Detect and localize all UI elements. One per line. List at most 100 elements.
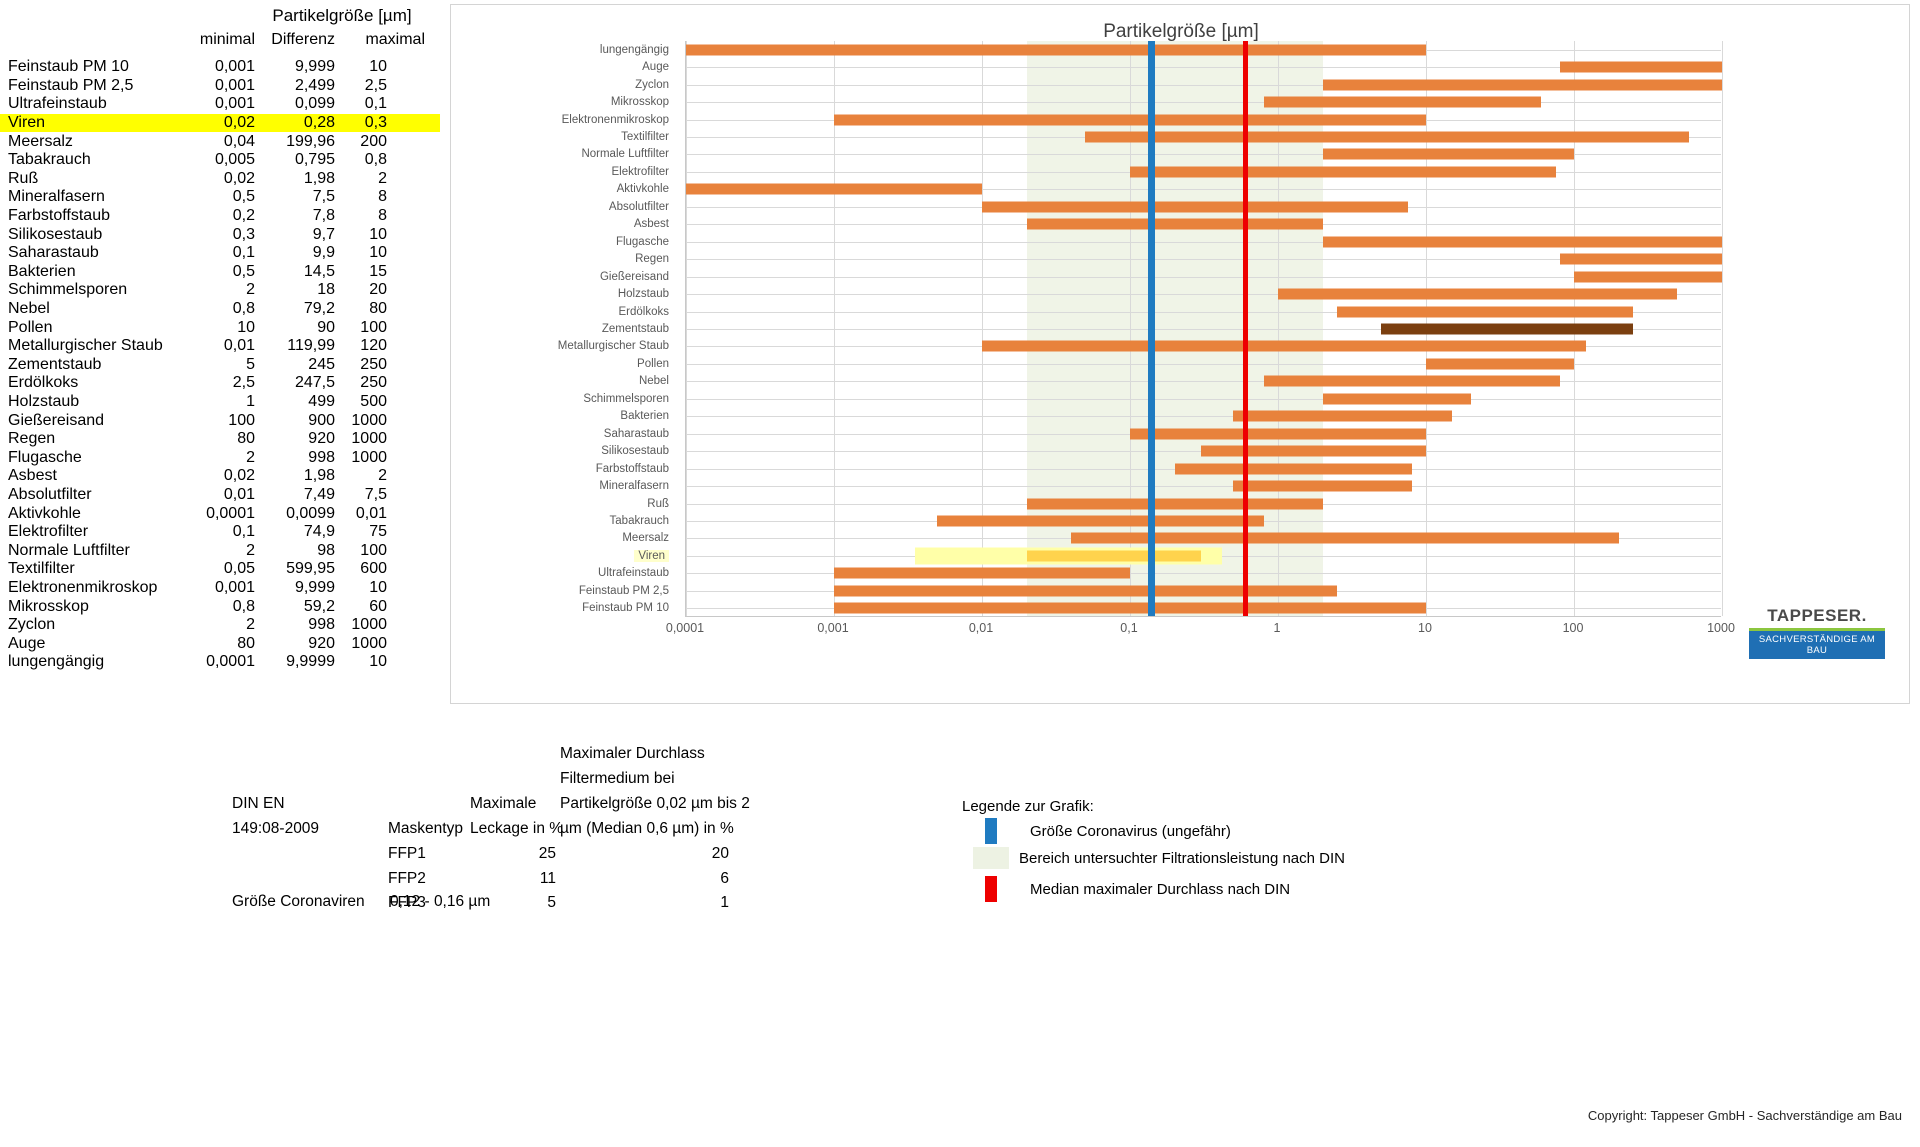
leakage-header-line1: Maximale [470,795,537,812]
chart-category-label: Meersalz [622,532,669,545]
cell-minimal: 80 [237,634,255,652]
cell-differenz: 0,795 [294,151,335,169]
chart-category-label: Pollen [637,357,669,370]
cell-minimal: 0,001 [214,58,255,76]
passage-header-line4: µm (Median 0,6 µm) in % [560,820,734,837]
chart-marker-line [1148,41,1156,616]
legend-item: Median maximaler Durchlass nach DIN [962,876,1290,902]
chart-title: Partikelgröße [µm] [1103,21,1259,42]
cell-maximal: 10 [369,225,387,243]
din-passage: 1 [720,894,729,911]
legend-label: Bereich untersuchter Filtrationsleistung… [1019,849,1345,867]
chart-bar [1071,532,1619,544]
cell-differenz: 199,96 [286,132,335,150]
particle-size-chart: Partikelgröße [µm] lungengängig Auge Zyclo… [450,4,1910,704]
cell-maximal: 600 [360,560,387,578]
chart-bar [982,201,1408,213]
cell-minimal: 0,001 [214,76,255,94]
chart-gridline-horizontal [686,416,1721,418]
cell-maximal: 0,3 [364,114,387,132]
chart-bar [1263,375,1560,387]
cell-name: Elektronenmikroskop [8,578,158,596]
chart-x-tick-label: 0,001 [817,621,849,635]
cell-maximal: 500 [360,392,387,410]
cell-name: Elektrofilter [8,523,89,541]
chart-bar [1322,148,1574,160]
chart-bar [1574,271,1722,283]
cell-minimal: 100 [228,411,255,429]
cell-name: Pollen [8,318,53,336]
din-passage: 6 [720,869,729,887]
cell-minimal: 2 [246,281,255,299]
cell-maximal: 200 [360,132,387,150]
cell-maximal: 250 [360,355,387,373]
corona-size-value: 0,12 - 0,16 µm [390,893,491,910]
chart-category-label: Flugasche [615,235,669,248]
cell-name: Schimmelsporen [8,281,128,299]
chart-gridline-vertical [1278,41,1279,616]
cell-minimal: 0,05 [223,560,255,578]
table-row: Tabakrauch 0,005 0,795 0,8 [0,151,440,170]
cell-minimal: 0,5 [232,262,255,280]
chart-x-tick-label: 10 [1418,621,1432,635]
cell-differenz: 1,98 [303,169,335,187]
cell-name: Zementstaub [8,355,102,373]
din-standard-line1: DIN EN [232,795,285,812]
chart-category-label: Auge [642,61,669,74]
chart-category-label: Saharastaub [603,427,669,440]
cell-name: Nebel [8,300,50,318]
cell-differenz: 119,99 [287,337,335,355]
cell-differenz: 14,5 [303,262,335,280]
chart-gridline-horizontal [686,67,1721,69]
table-row: Pollen 10 90 100 [0,318,440,337]
cell-maximal: 8 [378,207,387,225]
chart-category-label: Bakterien [620,410,669,423]
cell-differenz: 998 [308,448,335,466]
table-row: Meersalz 0,04 199,96 200 [0,132,440,151]
cell-minimal: 0,02 [223,114,255,132]
cell-name: Flugasche [8,448,82,466]
chart-gridline-horizontal [686,311,1721,313]
cell-maximal: 8 [378,188,387,206]
chart-bar [1278,288,1678,300]
chart-gridline-horizontal [686,573,1721,575]
cell-minimal: 0,02 [223,467,255,485]
cell-maximal: 250 [360,374,387,392]
cell-minimal: 2 [246,541,255,559]
cell-maximal: 1000 [351,430,387,448]
logo-name: TAPPESER. [1749,603,1885,631]
column-header-maximal: maximal [365,31,425,48]
din-leakage: 5 [547,894,556,911]
cell-maximal: 2 [378,467,387,485]
cell-minimal: 0,01 [223,337,255,355]
cell-differenz: 98 [317,541,335,559]
table-row: Feinstaub PM 10 0,001 9,999 10 [0,58,440,77]
passage-header-line2: Filtermedium bei [560,770,675,787]
table-row: Regen 80 920 1000 [0,430,440,449]
table-row: Aktivkohle 0,0001 0,0099 0,01 [0,504,440,523]
chart-bar [1026,218,1323,230]
chart-gridline-horizontal [686,276,1721,278]
cell-name: Erdölkoks [8,374,79,392]
chart-gridline-horizontal [686,102,1721,104]
cell-maximal: 10 [369,58,387,76]
cell-maximal: 15 [369,262,387,280]
table-row: Feinstaub PM 2,5 0,001 2,499 2,5 [0,77,440,96]
cell-differenz: 74,9 [303,523,335,541]
chart-bar [1263,96,1542,108]
table-row: Bakterien 0,5 14,5 15 [0,263,440,282]
corona-size-label: Größe Coronaviren [232,893,365,910]
cell-name: lungengängig [8,653,105,671]
din-standard-line2: 149:08-2009 [232,820,320,837]
cell-maximal: 120 [360,337,387,355]
table-row: Elektrofilter 0,1 74,9 75 [0,523,440,542]
table-row: Absolutfilter 0,01 7,49 7,5 [0,486,440,505]
cell-minimal: 0,001 [214,95,255,113]
cell-maximal: 7,5 [364,485,387,503]
chart-bar [834,114,1426,126]
chart-category-label: Feinstaub PM 2,5 [578,584,669,597]
cell-minimal: 0,02 [223,169,255,187]
chart-category-label: Elektronenmikroskop [561,113,669,126]
chart-gridline-horizontal [686,363,1721,365]
chart-category-label: Textilfilter [621,131,669,143]
